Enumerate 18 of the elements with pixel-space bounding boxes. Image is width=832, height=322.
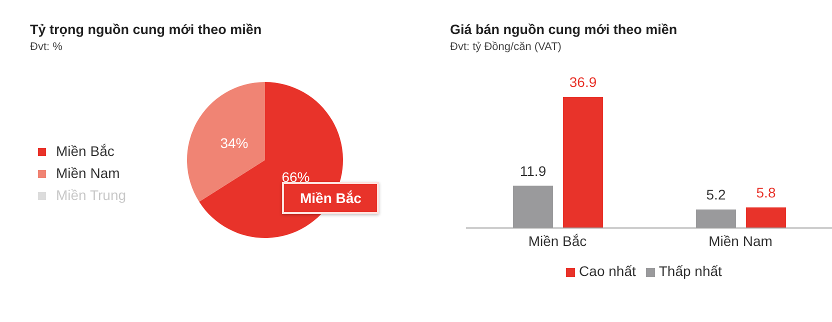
chart-title: Tỷ trọng nguồn cung mới theo miền (30, 22, 262, 37)
chart-title: Giá bán nguồn cung mới theo miền (450, 22, 678, 37)
bar (563, 97, 603, 228)
bar (746, 207, 786, 228)
slice-label: Miền Bắc (300, 190, 362, 206)
chart-subtitle: Đvt: % (30, 41, 64, 53)
legend-label: Miền Bắc (56, 143, 114, 159)
data-label: 5.8 (756, 184, 776, 200)
chart-subtitle: Đvt: tỷ Đồng/căn (VAT) (450, 41, 562, 53)
data-label: 66% (282, 168, 310, 185)
legend-label: Miền Nam (56, 165, 120, 181)
data-label: 34% (220, 135, 248, 152)
legend-label: Cao nhất (579, 263, 636, 279)
data-label: 11.9 (520, 162, 546, 179)
data-label: 5.2 (706, 186, 726, 203)
data-label: 36.9 (569, 74, 597, 90)
legend-label: Thấp nhất (658, 263, 722, 279)
pie-slice (187, 82, 265, 202)
